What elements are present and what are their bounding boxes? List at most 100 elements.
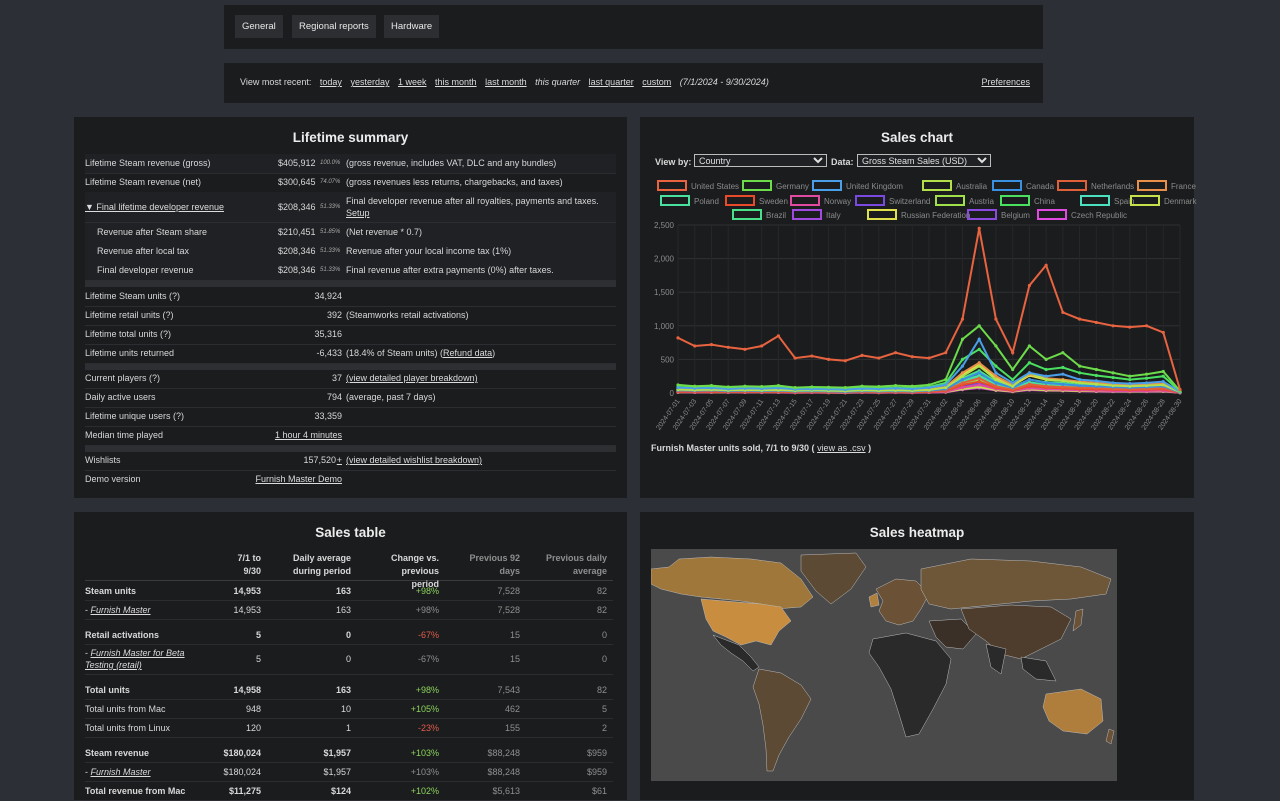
data-point	[1094, 386, 1098, 390]
range-last-month[interactable]: last month	[485, 77, 527, 87]
data-point	[827, 387, 831, 391]
data-point	[827, 390, 831, 395]
range-custom[interactable]: custom	[642, 77, 672, 87]
median-time-link[interactable]: 1 hour 4 minutes	[274, 430, 342, 440]
data-point	[776, 384, 780, 388]
data-point	[743, 386, 747, 390]
data-point	[793, 387, 797, 391]
legend-item[interactable]: Sweden	[725, 195, 788, 206]
data-point	[1061, 372, 1065, 376]
data-point	[1111, 387, 1115, 391]
row-label: Lifetime retail units (?)	[85, 310, 174, 320]
row-label: Steam units	[85, 586, 136, 596]
data-point	[994, 385, 998, 389]
row-label-text: Total units from Mac	[85, 704, 166, 714]
x-tick-label: 2024-08-22	[1090, 398, 1116, 431]
cell-c5: 5	[601, 704, 607, 714]
data-point	[827, 387, 831, 391]
row-note: (gross revenue, includes VAT, DLC and an…	[346, 158, 557, 168]
refund-data-link[interactable]: Refund data	[443, 348, 493, 358]
legend-item[interactable]: Switzerland	[855, 195, 930, 206]
legend-item[interactable]: France	[1137, 180, 1196, 191]
legend-item[interactable]: China	[1000, 195, 1055, 206]
product-link[interactable]: Testing (retail)	[85, 660, 142, 670]
data-point	[726, 389, 730, 394]
row-label-text: -	[85, 605, 91, 615]
demo-version-link[interactable]: Furnish Master Demo	[255, 474, 342, 484]
tab-hardware[interactable]: Hardware	[384, 15, 440, 38]
tab-general[interactable]: General	[235, 15, 283, 38]
data-point	[709, 389, 714, 393]
legend-label: Germany	[776, 182, 809, 191]
legend-item[interactable]: Netherlands	[1057, 180, 1134, 191]
player-breakdown-link[interactable]: (view detailed player breakdown)	[346, 373, 478, 383]
legend-label: Spain	[1114, 197, 1135, 206]
legend-item[interactable]: Canada	[992, 180, 1054, 191]
cell-c2: 163	[335, 685, 351, 695]
legend-item[interactable]: Denmark	[1130, 195, 1196, 206]
wishlist-plus-link[interactable]: +	[336, 455, 342, 465]
wishlist-breakdown-link[interactable]: (view detailed wishlist breakdown)	[346, 455, 483, 465]
data-point	[709, 385, 714, 389]
data-point	[1044, 374, 1048, 378]
data-point	[810, 387, 814, 391]
product-link[interactable]: Furnish Master	[90, 767, 151, 777]
data-point	[1061, 365, 1065, 370]
data-point	[910, 390, 914, 394]
x-tick-label: 2024-07-21	[823, 398, 849, 431]
legend-item[interactable]: Brazil	[732, 209, 786, 220]
legend-item[interactable]: United Kingdom	[812, 180, 903, 191]
series-line	[677, 385, 1181, 394]
product-link[interactable]: Furnish Master for Beta	[90, 648, 185, 658]
series-line	[677, 324, 1181, 392]
preferences-link[interactable]: Preferences	[981, 77, 1030, 87]
row-label: Steam revenue	[85, 748, 149, 758]
data-point	[1161, 389, 1165, 393]
data-point	[860, 390, 864, 394]
range-yesterday[interactable]: yesterday	[350, 77, 390, 87]
data-point	[1144, 390, 1149, 394]
legend-item[interactable]: Czech Republic	[1037, 209, 1127, 220]
view-by-select[interactable]: Country	[694, 154, 827, 167]
data-point	[1044, 380, 1048, 384]
view-csv-link[interactable]: view as .csv	[817, 443, 866, 453]
data-point	[1161, 383, 1165, 387]
range-this-month[interactable]: this month	[435, 77, 477, 87]
data-point	[977, 384, 981, 388]
data-point	[1178, 390, 1182, 395]
range-today[interactable]: today	[319, 77, 342, 87]
legend-item[interactable]: Norway	[790, 195, 851, 206]
legend-item[interactable]: United States	[657, 180, 739, 191]
legend-item[interactable]: Russian Federation	[867, 209, 970, 220]
sales-heatmap-title: Sales heatmap	[869, 525, 965, 540]
setup-link[interactable]: Setup	[346, 208, 370, 218]
final-revenue-toggle[interactable]: ▼ Final lifetime developer revenue	[85, 202, 224, 212]
legend-item[interactable]: Austria	[935, 195, 994, 206]
range-last-quarter[interactable]: last quarter	[588, 77, 634, 87]
cell-c3: -67%	[417, 654, 439, 664]
range-1-week[interactable]: 1 week	[397, 77, 427, 87]
data-point	[776, 386, 780, 390]
world-heatmap[interactable]	[651, 549, 1117, 781]
data-point	[1111, 387, 1115, 391]
data-point	[1078, 379, 1082, 384]
row-label: Total units	[85, 685, 130, 695]
legend-item[interactable]: Australia	[922, 180, 987, 191]
legend-item[interactable]: Germany	[742, 180, 809, 191]
map-india-se-asia	[985, 643, 1057, 682]
data-point	[927, 356, 931, 360]
data-select[interactable]: Gross Steam Sales (USD)	[857, 154, 991, 167]
legend-item[interactable]: Belgium	[967, 209, 1030, 220]
cell-c4: 7,528	[497, 605, 520, 615]
tab-regional-reports[interactable]: Regional reports	[292, 15, 376, 38]
sales-chart-panel: Sales chart View by: Country Data: Gross…	[640, 117, 1196, 498]
data-point	[726, 390, 730, 394]
data-point	[810, 389, 814, 393]
legend-item[interactable]: Italy	[792, 209, 841, 220]
product-link[interactable]: Furnish Master	[90, 605, 151, 615]
x-tick-label: 2024-07-09	[722, 398, 748, 431]
data-point	[860, 390, 864, 394]
legend-item[interactable]: Spain	[1080, 195, 1134, 206]
data-point	[1161, 388, 1165, 392]
legend-item[interactable]: Poland	[660, 195, 719, 206]
